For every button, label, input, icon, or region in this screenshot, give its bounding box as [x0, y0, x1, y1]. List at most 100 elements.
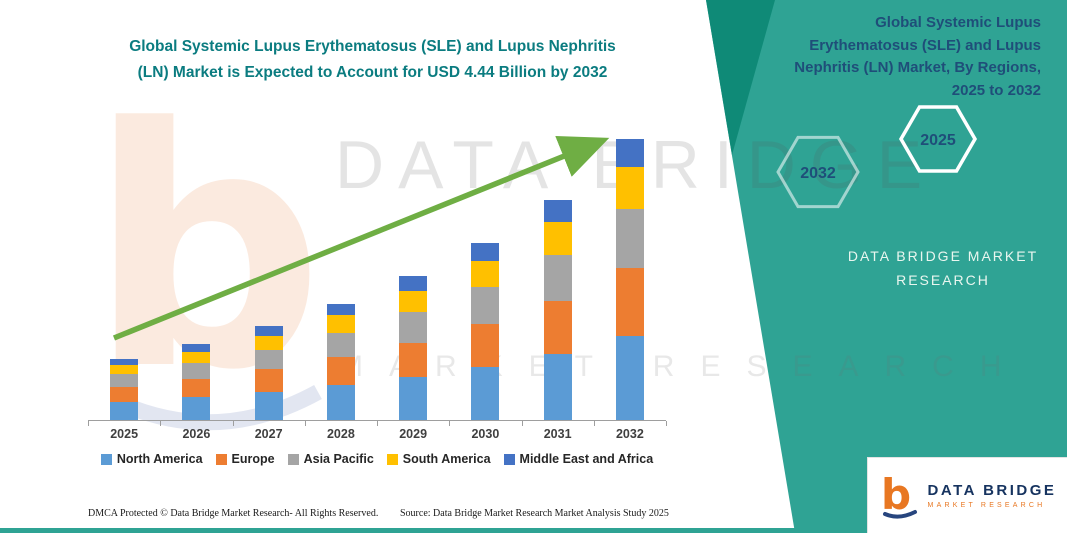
x-axis-ticks: [88, 421, 667, 426]
bar-segment: [471, 242, 500, 261]
bar-segment: [399, 342, 428, 377]
side-panel-brand-caption: DATA BRIDGE MARKET RESEARCH: [847, 248, 1039, 288]
logo-box: b DATA BRIDGE MARKET RESEARCH: [867, 457, 1067, 533]
bar-segment: [615, 268, 644, 336]
legend-label: Asia Pacific: [303, 452, 374, 466]
bar-segment: [543, 301, 572, 355]
bar-segment: [182, 344, 211, 352]
side-panel-heading: Global Systemic Lupus Erythematosus (SLE…: [794, 14, 1041, 99]
legend-item: Middle East and Africa: [503, 452, 654, 466]
x-axis-label: 2027: [254, 427, 283, 441]
legend-swatch: [287, 453, 299, 465]
logo-swoosh: [882, 509, 917, 519]
x-axis-tick: [304, 421, 306, 426]
bar-segment: [182, 378, 211, 398]
bar-column-2031: [522, 199, 594, 420]
x-axis-label: 2032: [615, 427, 644, 441]
chart-title: Global Systemic Lupus Erythematosus (SLE…: [65, 34, 680, 85]
legend-item: Europe: [215, 452, 275, 466]
bar-stack: [399, 276, 428, 420]
bar-segment: [471, 287, 500, 325]
bar-segment: [254, 392, 283, 420]
bar-segment: [110, 364, 139, 375]
x-axis-tick: [521, 421, 523, 426]
bar-segment: [254, 349, 283, 370]
x-axis-tick: [160, 421, 162, 426]
bar-stack: [110, 358, 139, 420]
watermark-tagline-text: MARKET RESEARCH: [338, 350, 1028, 383]
bar-segment: [543, 199, 572, 222]
bar-segment: [399, 276, 428, 291]
x-axis-tick: [232, 421, 234, 426]
bar-segment: [326, 314, 355, 333]
legend-label: Europe: [231, 452, 275, 466]
logo-brand-text: DATA BRIDGE: [927, 482, 1057, 499]
bottom-accent-strip: [0, 528, 868, 533]
bar-segment: [254, 369, 283, 393]
bar-stack: [254, 326, 283, 420]
bar-segment: [543, 354, 572, 420]
bar-segment: [471, 324, 500, 367]
legend-swatch: [503, 453, 515, 465]
legend-swatch: [386, 453, 398, 465]
legend-swatch: [215, 453, 227, 465]
x-axis-tick: [377, 421, 378, 426]
bar-segment: [543, 221, 572, 255]
chart-title-line2: (LN) Market is Expected to Account for U…: [137, 63, 608, 81]
bar-column-2029: [377, 276, 449, 420]
logo-b-glyph: b: [881, 473, 911, 519]
bar-segment: [326, 332, 355, 358]
bar-segment: [182, 351, 211, 364]
x-axis-label: 2031: [543, 427, 572, 441]
bar-segment: [326, 357, 355, 386]
bar-segment: [110, 387, 139, 402]
x-axis-tick: [449, 421, 451, 426]
bar-segment: [615, 138, 644, 167]
bar-segment: [182, 363, 211, 379]
legend-label: North America: [116, 452, 203, 466]
x-axis-labels: 2025 2026 2027 2028 2029 2030 2031 2032: [88, 427, 666, 441]
x-axis-label: 2028: [326, 427, 355, 441]
x-axis-label: 2025: [110, 427, 139, 441]
legend: North America Europe Asia Pacific South Ame…: [80, 452, 674, 466]
bar-segment: [399, 312, 428, 343]
bar-chart-plot-area: [88, 128, 666, 421]
bar-segment: [110, 374, 139, 388]
x-axis-label: 2029: [399, 427, 428, 441]
bar-segment: [471, 260, 500, 288]
bar-column-2026: [160, 344, 232, 420]
bar-segment: [110, 358, 139, 365]
legend-label: South America: [402, 452, 491, 466]
watermark-logo-swoosh: [114, 384, 322, 431]
chart-title-line1: Global Systemic Lupus Erythematosus (SLE…: [129, 38, 616, 55]
bar-segment: [326, 303, 355, 315]
legend-item: Asia Pacific: [287, 452, 374, 466]
bar-segment: [110, 401, 139, 420]
legend-item: North America: [100, 452, 203, 466]
data-bridge-logo-icon: b: [881, 473, 917, 519]
bar-segment: [254, 335, 283, 350]
hexagon-2025: [898, 105, 978, 173]
bar-column-2032: [594, 138, 666, 420]
bar-stack: [326, 303, 355, 420]
x-axis-label: 2026: [182, 427, 211, 441]
legend-item: South America: [386, 452, 491, 466]
bar-column-2027: [233, 326, 305, 420]
hexagon-badges: 2032 2025: [776, 105, 978, 209]
x-axis-tick: [88, 421, 89, 426]
bar-segment: [615, 166, 644, 210]
hexagon-2025-label: 2025: [920, 132, 956, 149]
hexagon-2032: [776, 135, 860, 209]
bar-stack: [471, 242, 500, 420]
bar-segment: [543, 254, 572, 302]
x-axis-label: 2030: [471, 427, 500, 441]
bar-segment: [615, 209, 644, 269]
logo-subtitle-text: MARKET RESEARCH: [927, 502, 1046, 509]
bar-stack: [615, 138, 644, 420]
hexagon-2032-label: 2032: [800, 165, 836, 182]
x-axis-tick: [593, 421, 595, 426]
bar-segment: [326, 385, 355, 420]
legend-label: Middle East and Africa: [519, 452, 654, 466]
bar-segment: [399, 290, 428, 313]
